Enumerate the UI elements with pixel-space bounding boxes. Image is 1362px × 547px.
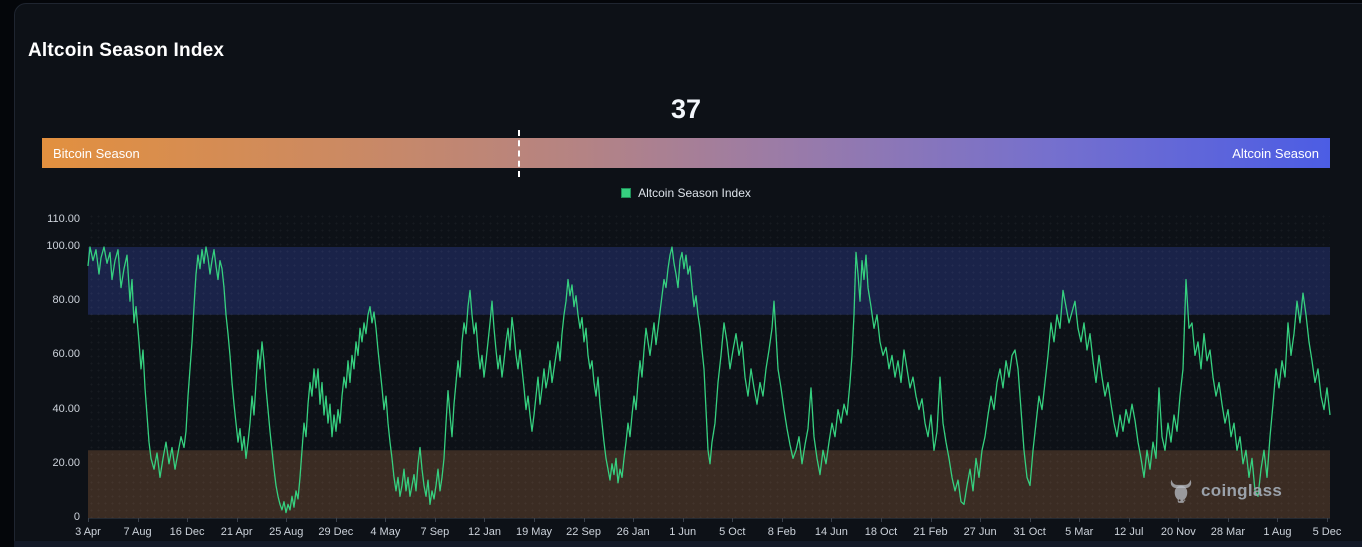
x-axis-label: 21 Feb [913,526,948,538]
x-axis-label: 5 Oct [719,526,746,538]
watermark-text: coinglass [1201,481,1283,500]
coinglass-bull-icon [1170,479,1192,503]
x-axis-tickmark [1327,518,1328,522]
y-axis-label: 40.00 [52,402,80,415]
page-title: Altcoin Season Index [28,40,225,61]
bottom-navigator-strip[interactable] [14,541,1362,547]
x-axis-label: 3 Apr [75,526,101,538]
bitcoin-season-zone [88,450,1330,518]
x-axis-tickmark [88,518,89,522]
x-axis-tickmark [187,518,189,522]
coinglass-watermark: coinglass [1168,478,1282,504]
y-axis-label: 100.00 [46,240,80,252]
gauge-marker [517,130,520,177]
x-axis-label: 27 Jun [963,526,997,538]
x-axis-tickmark [633,518,635,522]
x-axis-tickmark [1079,518,1081,522]
x-axis-label: 7 Aug [123,526,152,538]
x-axis-tickmark [1277,518,1279,522]
x-axis-tickmark [781,518,783,522]
x-axis-tickmark [236,518,238,522]
x-axis-tickmark [534,518,536,522]
altcoin-season-index-line [87,246,1331,514]
x-axis-label: 25 Aug [269,526,304,538]
x-axis-tickmark [980,518,982,522]
x-axis-label: 20 Nov [1160,526,1196,538]
x-axis-tickmark [1227,518,1229,522]
x-axis-tickmark [732,518,734,522]
y-axis-label: 110.00 [47,212,80,225]
x-axis-tickmark [385,518,387,522]
x-axis-label: 1 Jun [669,526,697,538]
x-axis-tickmark [1178,518,1180,522]
x-axis-tickmark [434,518,436,522]
x-axis-tickmark [137,518,139,522]
x-axis-label: 8 Feb [767,526,796,538]
x-axis-tickmark [1128,518,1130,522]
x-axis-label: 16 Dec [169,526,205,538]
x-axis-label: 19 May [515,526,553,538]
x-axis-label: 14 Jun [814,526,848,538]
x-axis-tickmark [484,518,486,522]
x-axis-label: 7 Sep [420,526,450,538]
season-gauge-bar: Bitcoin Season Altcoin Season [42,138,1330,168]
x-axis-label: 4 May [370,526,401,538]
y-axis-label: 0 [73,511,80,523]
x-axis-tickmark [930,518,932,522]
gauge-current-value: 37 [670,94,702,124]
x-axis-label: 12 Jul [1114,526,1144,538]
legend-label: Altcoin Season Index [638,186,751,200]
x-axis-tickmark [286,518,288,522]
x-axis-label: 29 Dec [318,526,354,538]
bitcoin-season-label: Bitcoin Season [53,145,140,161]
x-axis-label: 26 Jan [616,526,650,538]
y-axis-label: 80.00 [52,294,80,307]
x-axis-tickmark [880,518,882,522]
x-axis-label: 22 Sep [566,526,602,538]
legend-swatch-icon [621,188,632,198]
x-axis-label: 21 Apr [220,526,253,538]
y-axis-label: 20.00 [52,456,80,469]
x-axis-label: 18 Oct [864,526,898,538]
x-axis-tickmark [335,518,337,522]
x-axis-label: 1 Aug [1263,526,1292,538]
altcoin-season-zone [88,247,1330,315]
x-axis-label: 28 Mar [1210,526,1245,538]
altcoin-season-label: Altcoin Season [1232,145,1319,161]
x-axis-tickmark [1029,518,1031,522]
chart-legend[interactable]: Altcoin Season Index [42,185,1330,201]
x-axis-tickmark [831,518,833,522]
y-axis-label: 60.00 [52,348,80,361]
x-axis-label: 5 Mar [1065,526,1094,538]
x-axis-label: 12 Jan [467,526,501,538]
x-axis-label: 31 Oct [1013,526,1046,538]
x-axis-tickmark [682,518,684,522]
x-axis-tickmark [583,518,585,522]
x-axis-label: 5 Dec [1312,526,1342,538]
